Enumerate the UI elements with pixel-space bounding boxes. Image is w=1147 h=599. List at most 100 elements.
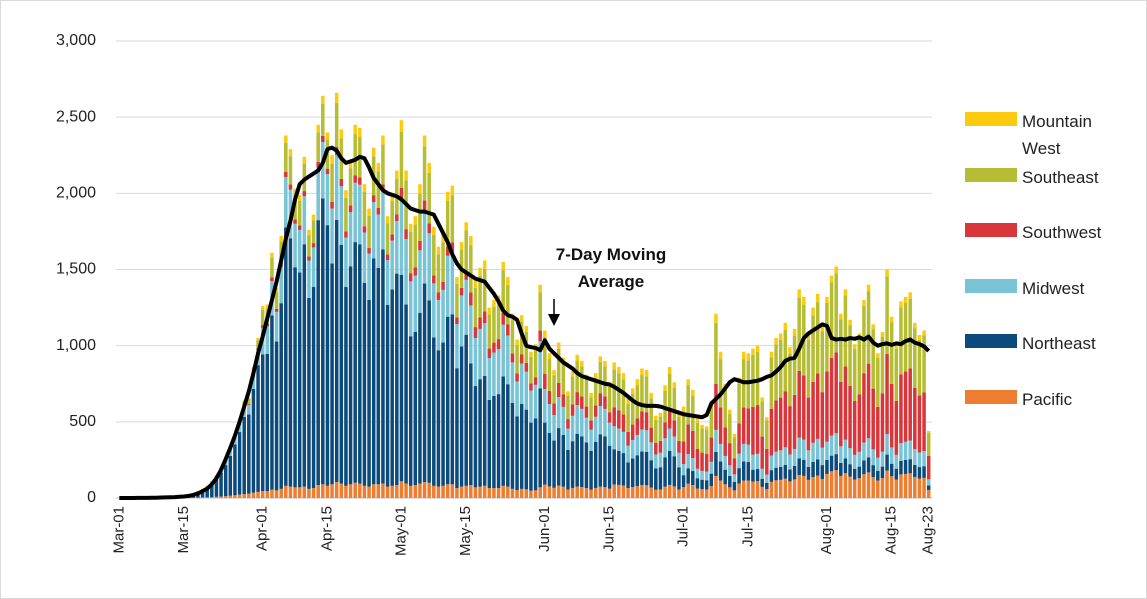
- bar-segment: [205, 497, 209, 498]
- bar-segment: [857, 451, 862, 467]
- moving-average-line: [119, 145, 931, 500]
- bar-segment: [700, 428, 704, 453]
- bar-segment: [612, 449, 616, 485]
- bar-segment: [247, 493, 251, 498]
- bar-segment: [908, 298, 912, 369]
- bar-segment: [316, 132, 320, 162]
- bar-segment: [510, 353, 515, 363]
- bar-segment: [654, 489, 658, 498]
- bar-segment: [644, 370, 649, 377]
- bar-segment: [482, 323, 487, 376]
- bar-segment: [344, 197, 348, 232]
- bar-segment: [880, 331, 885, 337]
- bar-segment: [704, 426, 709, 431]
- bar-segment: [584, 417, 589, 443]
- bar-segment: [385, 216, 390, 224]
- bar-segment: [561, 486, 566, 498]
- bar-segment: [765, 474, 769, 483]
- bar-segment: [755, 469, 760, 482]
- bar-segment: [913, 476, 917, 498]
- bar-segment: [436, 254, 441, 293]
- bar-segment: [913, 322, 917, 329]
- bar-segment: [256, 338, 260, 341]
- bar-segment: [839, 381, 843, 447]
- bar-segment: [691, 389, 695, 396]
- bar-segment: [464, 271, 468, 280]
- bar-segment: [552, 487, 556, 498]
- bar-segment: [626, 404, 630, 432]
- bar-segment: [464, 334, 468, 486]
- bar-segment: [848, 325, 852, 386]
- bar-segment: [681, 441, 686, 465]
- bar-segment: [547, 359, 552, 391]
- bar-segment: [450, 185, 455, 196]
- bar-segment: [820, 331, 825, 393]
- legend-item: Mountain West: [965, 108, 1135, 158]
- bar-segment: [445, 246, 450, 256]
- bar-segment: [501, 270, 505, 313]
- bar-segment: [908, 368, 912, 441]
- bar-segment: [839, 313, 843, 320]
- bar-segment: [677, 489, 681, 498]
- bar-segment: [922, 466, 926, 478]
- bar-segment: [728, 465, 732, 476]
- bar-segment: [871, 388, 875, 450]
- bar-segment: [284, 227, 288, 486]
- bar-segment: [654, 454, 658, 469]
- bar-segment: [408, 485, 413, 498]
- bar-segment: [524, 325, 529, 332]
- bar-segment: [640, 375, 644, 412]
- bar-segment: [811, 381, 815, 443]
- bar-segment: [371, 195, 376, 203]
- bar-segment: [635, 379, 640, 386]
- bar-segment: [580, 396, 584, 409]
- bar-segment: [894, 454, 899, 469]
- bar-segment: [880, 466, 885, 479]
- bar-segment: [390, 240, 394, 290]
- bar-segment: [889, 383, 894, 448]
- bar-segment: [839, 462, 843, 476]
- bar-segment: [566, 450, 570, 490]
- bar-segment: [297, 487, 302, 498]
- bar-segment: [552, 440, 556, 488]
- bar-segment: [487, 348, 492, 359]
- bar-segment: [746, 462, 751, 481]
- bar-segment: [806, 479, 811, 498]
- bar-segment: [603, 436, 607, 488]
- bar-segment: [469, 305, 473, 364]
- bar-segment: [237, 432, 242, 495]
- bar-segment: [635, 486, 640, 498]
- bar-segment: [570, 404, 575, 416]
- bar-segment: [903, 303, 908, 372]
- legend-item: Northeast: [965, 330, 1135, 370]
- bar-segment: [399, 131, 404, 189]
- bar-segment: [487, 399, 492, 489]
- bar-segment: [450, 195, 455, 243]
- bar-segment: [926, 485, 931, 490]
- bar-segment: [649, 398, 653, 428]
- bar-segment: [612, 426, 616, 450]
- bar-segment: [200, 497, 205, 498]
- bar-segment: [469, 235, 473, 246]
- bar-segment: [654, 468, 658, 490]
- bar-segment: [274, 490, 279, 498]
- bar-segment: [270, 315, 274, 490]
- bar-segment: [760, 397, 764, 402]
- bar-segment: [663, 457, 667, 487]
- bar-segment: [913, 449, 917, 465]
- bar-segment: [543, 389, 547, 423]
- bar-segment: [334, 102, 339, 148]
- bar-segment: [334, 155, 339, 220]
- bar-segment: [802, 296, 806, 305]
- bar-segment: [843, 295, 848, 367]
- bar-segment: [432, 275, 436, 284]
- bar-segment: [612, 407, 616, 427]
- bar-segment: [515, 339, 519, 346]
- bar-segment: [825, 473, 829, 498]
- bar-segment: [566, 428, 570, 451]
- bar-segment: [422, 283, 427, 483]
- bar-segment: [270, 252, 274, 258]
- bar-segment: [334, 482, 339, 498]
- bar-segment: [691, 471, 695, 486]
- x-tick-label: Mar-01: [110, 506, 127, 554]
